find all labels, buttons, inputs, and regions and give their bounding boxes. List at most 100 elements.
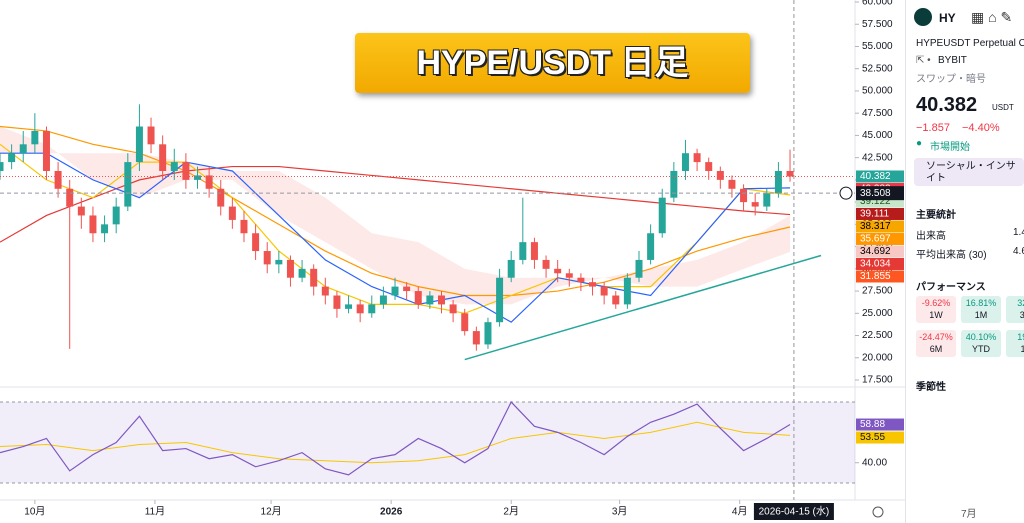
perf-tile[interactable]: -9.62% 1W (916, 296, 956, 323)
stats-title: 主要統計 (916, 210, 956, 221)
perf-tile[interactable]: -24.47% 6M (916, 330, 956, 357)
y-tick-label: 17.500 (862, 375, 893, 386)
candle-body (112, 206, 120, 225)
price-label-box (856, 170, 904, 183)
candle-body (0, 162, 4, 171)
price-label-box (856, 232, 904, 245)
candle-body (170, 162, 178, 171)
candle-body (147, 126, 155, 145)
candle-body (252, 233, 260, 252)
price-label: 34.692 (860, 246, 891, 257)
perf-period: 1W (929, 310, 943, 320)
last-price: 40.382 (916, 94, 978, 116)
y-tick-label: 20.000 (862, 352, 893, 363)
candle-body (472, 331, 480, 345)
symbol[interactable]: HY (939, 11, 956, 25)
y-tick-label: 25.000 (862, 308, 893, 319)
icons[interactable]: ▦ ⌂ ✎ (971, 9, 1013, 25)
perf-period: 3M (1006, 309, 1024, 321)
candle-body (298, 268, 306, 278)
stat-label: 出来高 (916, 231, 946, 242)
candle-body (612, 295, 620, 305)
rsi-ma-value: 53.55 (860, 432, 885, 443)
candle-body (705, 162, 713, 171)
rsi-line (0, 400, 791, 476)
candle-body (461, 313, 469, 332)
x-tick-label: 12月 (261, 506, 282, 518)
y-tick-label: 55.000 (862, 41, 893, 52)
candle-body (786, 170, 794, 177)
candle-body (681, 153, 689, 171)
candle-body (368, 304, 376, 314)
settings-icon[interactable] (872, 506, 884, 518)
price-label-box (856, 270, 904, 283)
candle-body (275, 259, 283, 265)
y-tick-label: 22.500 (862, 330, 893, 341)
perf-value: -9.62% (921, 298, 951, 308)
price-label-box (856, 257, 904, 270)
perf-tile[interactable]: 16.81% 1M (961, 296, 1001, 323)
x-tick-label: 3月 (612, 506, 628, 518)
y-tick-label: 52.500 (862, 63, 893, 74)
candle-body (693, 153, 701, 163)
candle-body (101, 224, 109, 234)
crosshair-x-label: 2026-04-15 (水) (759, 506, 830, 518)
candle-body (135, 126, 143, 163)
rsi-value: 58.88 (860, 419, 885, 430)
perf-tile[interactable]: 40.10% YTD (961, 330, 1001, 357)
candle-body (333, 295, 341, 309)
add-button (839, 186, 853, 200)
candle-body (345, 304, 353, 309)
candle-body (530, 242, 538, 260)
perf-tile[interactable]: 32.73M (1006, 296, 1024, 323)
candle-body (426, 295, 434, 305)
y-tick-label: 40.00 (862, 457, 887, 468)
crosshair-y-label: 38.508 (860, 188, 891, 199)
rsi-ma-box (856, 431, 904, 444)
trendline (464, 254, 822, 361)
price-label: 34.034 (860, 259, 891, 270)
candle-body (414, 291, 422, 305)
symbol-name: HYPEUSDT Perpetual Contr (916, 38, 1024, 49)
perf-value: 199. (1017, 332, 1024, 342)
candle-body (240, 219, 248, 234)
y-tick-label: 27.500 (862, 286, 893, 297)
candle-body (217, 188, 225, 207)
candle-body (124, 162, 132, 207)
x-tick-label: 2月 (503, 506, 519, 518)
perf-tile[interactable]: 199.1Y (1006, 330, 1024, 357)
candle-body (647, 233, 655, 260)
perf-period: YTD (972, 344, 990, 354)
candle-body (205, 175, 213, 189)
candle-body (89, 215, 97, 234)
stat-value: 1.4 (1013, 227, 1024, 238)
insight-button[interactable] (914, 158, 1024, 186)
candle-body (577, 277, 585, 283)
perf-value: 16.81% (965, 298, 997, 308)
candle-body (391, 286, 399, 296)
candle-body (379, 295, 387, 305)
candle-body (42, 130, 50, 171)
crosshair-y-box (856, 186, 904, 201)
candle-body (77, 206, 85, 216)
perf-period: 1M (974, 310, 988, 320)
price-label: 38.317 (860, 221, 891, 232)
price-label-box (856, 207, 904, 220)
candle-body (403, 286, 411, 292)
y-tick-label: 45.000 (862, 130, 893, 141)
season-month: 7月 (961, 509, 977, 520)
insight-label[interactable]: ソーシャル・インサイト (926, 161, 1016, 184)
candle-body (670, 170, 678, 198)
price-label: 39.122 (860, 196, 891, 207)
candle-body (774, 170, 782, 194)
candle-body (449, 304, 457, 314)
x-tick-label: 10月 (24, 506, 45, 518)
candle-body (496, 277, 504, 323)
indicator-line (0, 165, 791, 243)
candle-body (600, 286, 608, 296)
currency: USDT (992, 103, 1014, 112)
perf-period: 6M (929, 344, 943, 354)
candle-body (728, 179, 736, 189)
exchange: BYBIT (938, 55, 967, 66)
